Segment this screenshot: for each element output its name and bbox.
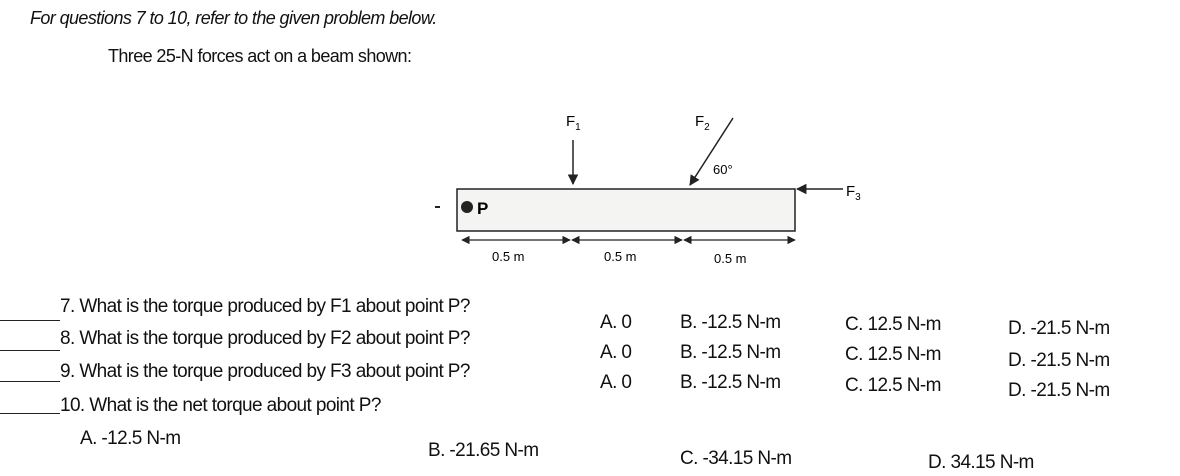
pivot-point [461,201,473,213]
option: A. -12.5 N-m [80,428,181,449]
question: 7. What is the torque produced by F1 abo… [60,296,470,317]
beam [456,188,796,232]
f2-label: F2 [695,113,710,133]
distance-label: 0.5 m [492,249,525,264]
option: C. 12.5 N-m [845,314,941,335]
option: C. 12.5 N-m [845,344,941,365]
option: C. 12.5 N-m [845,375,941,396]
beam-diagram: P F1 F2 60° F3 0.5 m 0.5 m 0.5 m [435,113,861,266]
option: B. -12.5 N-m [680,342,781,363]
answer-blank [0,381,60,382]
answer-blank [0,320,60,321]
option: B. -12.5 N-m [680,372,781,393]
option: A. 0 [600,312,632,333]
answer-blank [0,350,60,351]
option: A. 0 [600,372,632,393]
question: 9. What is the torque produced by F3 abo… [60,361,470,382]
option: B. -21.65 N-m [428,440,539,461]
option: D. -21.5 N-m [1008,318,1110,339]
question: 10. What is the net torque about point P… [60,395,381,416]
distance-label: 0.5 m [604,249,637,264]
f2-arrow [689,117,734,186]
option: A. 0 [600,342,632,363]
option: B. -12.5 N-m [680,312,781,333]
option: D. -21.5 N-m [1008,350,1110,371]
option: C. -34.15 N-m [680,448,792,469]
problem-statement: Three 25-N forces act on a beam shown: [108,46,412,66]
f3-label: F3 [846,183,861,203]
answer-blank [0,413,60,414]
instruction: For questions 7 to 10, refer to the give… [30,8,437,28]
question: 8. What is the torque produced by F2 abo… [60,328,470,349]
f1-label: F1 [566,113,581,133]
distance-label: 0.5 m [714,251,747,266]
option: D. -21.5 N-m [1008,380,1110,401]
angle-label: 60° [713,162,733,177]
pivot-label: P [477,199,488,218]
option: D. 34.15 N-m [928,452,1034,473]
